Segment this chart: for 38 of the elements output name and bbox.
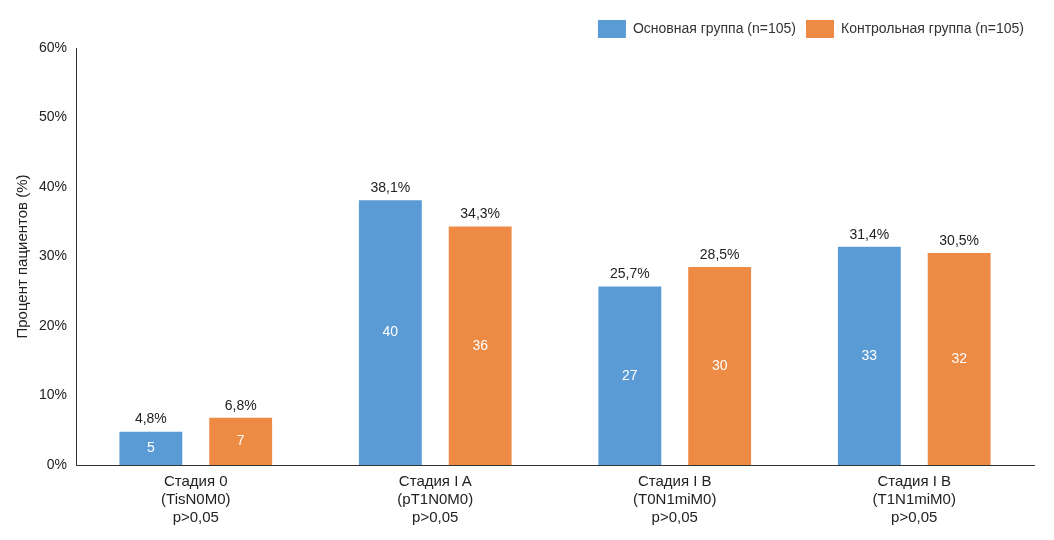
bar	[209, 417, 273, 465]
legend-label: Основная группа (n=105)	[632, 19, 796, 36]
x-tick-label: Стадия I B (T1N1miM0) p>0,05	[872, 472, 956, 526]
data-label: 25,7%	[610, 265, 650, 282]
data-label: 38,1%	[370, 179, 411, 196]
annotation: 27	[622, 366, 638, 383]
y-tick-label: 40%	[38, 177, 68, 194]
y-tick-label: 0%	[46, 455, 68, 472]
x-tick-label: Стадия I B (T0N1miM0) p>0,05	[633, 472, 717, 526]
data-label: 4,8%	[134, 410, 167, 427]
y-tick-label: 20%	[38, 316, 68, 333]
annotation: 36	[472, 336, 489, 353]
y-tick-label: 30%	[38, 247, 68, 264]
data-label: 30,5%	[939, 231, 980, 248]
data-label: 6,8%	[224, 396, 257, 413]
bar	[358, 200, 422, 465]
bar	[119, 431, 183, 465]
legend-label: Контрольная группа (n=105)	[840, 19, 1025, 36]
annotation: 5	[146, 439, 155, 456]
bar	[837, 246, 901, 465]
x-tick-label: Стадия 0 (TisN0M0) p>0,05	[161, 472, 231, 526]
bar	[688, 266, 752, 465]
x-tick-label: Стадия I A (pT1N0M0) p>0,05	[397, 472, 474, 526]
y-tick-label: 10%	[38, 386, 68, 403]
y-tick-label: 50%	[38, 108, 68, 125]
annotation: 32	[951, 349, 968, 366]
data-label: 28,5%	[699, 245, 740, 262]
annotation: 40	[382, 323, 399, 340]
annotation: 33	[861, 346, 878, 363]
y-axis-title: Процент пациентов (%)	[13, 174, 31, 339]
bar	[598, 286, 662, 465]
data-label: 31,4%	[849, 225, 890, 242]
annotation: 7	[236, 432, 245, 449]
y-tick-label: 60%	[38, 38, 68, 55]
bar	[927, 253, 991, 465]
bar	[448, 226, 512, 465]
annotation: 30	[711, 356, 728, 373]
data-label: 34,3%	[460, 205, 501, 222]
